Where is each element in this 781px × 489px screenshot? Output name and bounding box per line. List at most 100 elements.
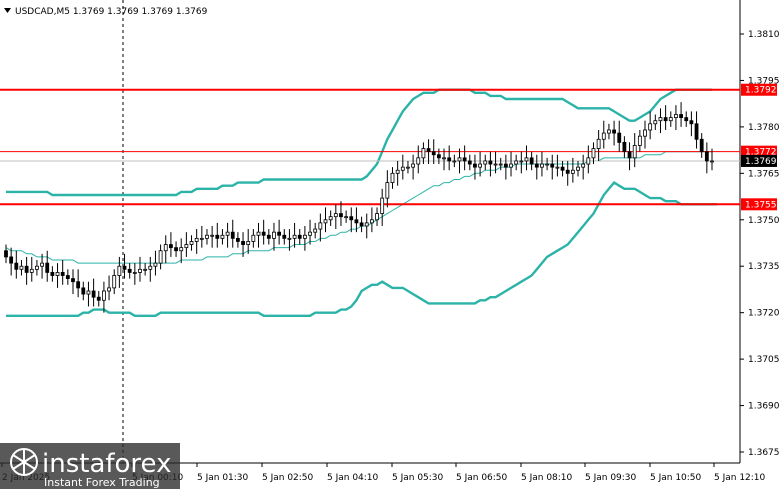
candle xyxy=(658,108,663,134)
price-tick-label: 1.3735 xyxy=(748,262,780,272)
candle xyxy=(550,154,555,180)
candle xyxy=(19,260,24,276)
candle xyxy=(71,269,75,295)
candle xyxy=(215,222,220,248)
candle xyxy=(416,145,421,174)
candle xyxy=(102,281,106,313)
candle xyxy=(122,253,127,279)
candle xyxy=(272,222,276,251)
candle xyxy=(380,188,385,226)
candle xyxy=(529,151,534,171)
candle xyxy=(694,111,699,149)
candle xyxy=(235,232,240,248)
candle xyxy=(205,229,209,245)
candle xyxy=(560,160,565,177)
candles xyxy=(4,102,714,313)
price-axis: 1.3810 1.3795 1.3780 1.3765 1.3750 1.3735 1.37… xyxy=(740,30,780,458)
candle xyxy=(503,154,508,180)
candle xyxy=(375,207,379,226)
candle xyxy=(565,160,570,186)
candle xyxy=(442,148,446,171)
candle xyxy=(704,142,709,174)
candle xyxy=(24,256,29,285)
candle xyxy=(163,235,168,264)
price-tick-label: 1.3690 xyxy=(748,402,780,412)
level-price-label: 1.3755 xyxy=(745,200,777,210)
time-tick-label: 5 Jan 08:10 xyxy=(521,473,573,483)
candle xyxy=(14,250,19,279)
candle xyxy=(287,229,292,251)
candle xyxy=(76,269,81,298)
candle xyxy=(308,219,312,245)
candle xyxy=(339,201,343,226)
candle xyxy=(674,105,678,130)
candle xyxy=(601,120,606,149)
candle xyxy=(436,148,441,165)
candle xyxy=(637,129,642,152)
level-price-label: 1.3772 xyxy=(745,148,777,158)
logo-emblem-icon xyxy=(10,448,38,476)
candle xyxy=(256,222,261,248)
time-tick-label: 5 Jan 05:30 xyxy=(392,473,444,483)
candle xyxy=(112,269,117,295)
candle xyxy=(174,241,178,257)
price-tick-label: 1.3720 xyxy=(748,309,780,319)
candle xyxy=(328,210,333,226)
candle xyxy=(663,105,668,130)
price-tick-label: 1.3750 xyxy=(748,216,780,226)
candle xyxy=(612,120,616,146)
price-tags: 1.3792 1.3772 1.3755 1.3769 xyxy=(741,83,777,211)
candle xyxy=(411,154,416,180)
candle xyxy=(246,229,251,254)
candle xyxy=(251,229,256,248)
candle xyxy=(524,145,529,171)
candle xyxy=(364,213,369,239)
candle xyxy=(462,145,467,171)
time-tick-label: 5 Jan 04:10 xyxy=(327,473,379,483)
price-tick-label: 1.3705 xyxy=(748,355,780,365)
candle xyxy=(581,154,586,180)
candle xyxy=(194,229,199,254)
candle xyxy=(132,263,137,285)
candle xyxy=(4,244,8,264)
candle xyxy=(632,133,637,168)
candle xyxy=(148,256,153,282)
candle xyxy=(297,229,302,245)
candle xyxy=(421,142,426,165)
symbol-info-text: USDCAD,M5 1.3769 1.3769 1.3769 1.3769 xyxy=(15,7,208,17)
candle xyxy=(591,142,596,165)
candle xyxy=(333,204,338,230)
time-tick-label: 5 Jan 02:50 xyxy=(262,473,314,483)
candle xyxy=(395,160,400,186)
candle xyxy=(586,145,591,174)
candle xyxy=(153,250,158,276)
candle xyxy=(488,151,493,177)
candle xyxy=(493,151,498,174)
candle xyxy=(369,207,374,233)
candle xyxy=(96,290,101,307)
candle xyxy=(277,219,282,245)
time-tick-label: 5 Jan 06:50 xyxy=(456,473,508,483)
candle xyxy=(400,154,405,180)
candle xyxy=(179,238,184,264)
dropdown-triangle-icon[interactable] xyxy=(4,8,11,13)
candle xyxy=(225,222,230,248)
candle xyxy=(447,145,452,171)
current-price-tag xyxy=(741,154,777,167)
level-price-tag xyxy=(741,145,777,158)
instaforex-logo: instaforex Instant Forex Trading xyxy=(0,443,180,489)
time-tick-label: 5 Jan 10:50 xyxy=(650,473,702,483)
candle xyxy=(617,120,622,152)
candle xyxy=(302,225,307,251)
candle xyxy=(50,266,55,282)
price-tick-label: 1.3780 xyxy=(748,123,780,133)
candle xyxy=(385,170,390,208)
candle xyxy=(684,111,689,127)
candle xyxy=(45,250,50,282)
candle xyxy=(431,139,436,165)
candle xyxy=(86,281,91,307)
time-tick-label: 5 Jan 09:30 xyxy=(585,473,637,483)
candle xyxy=(534,154,539,180)
level-price-label: 1.3792 xyxy=(745,86,777,96)
